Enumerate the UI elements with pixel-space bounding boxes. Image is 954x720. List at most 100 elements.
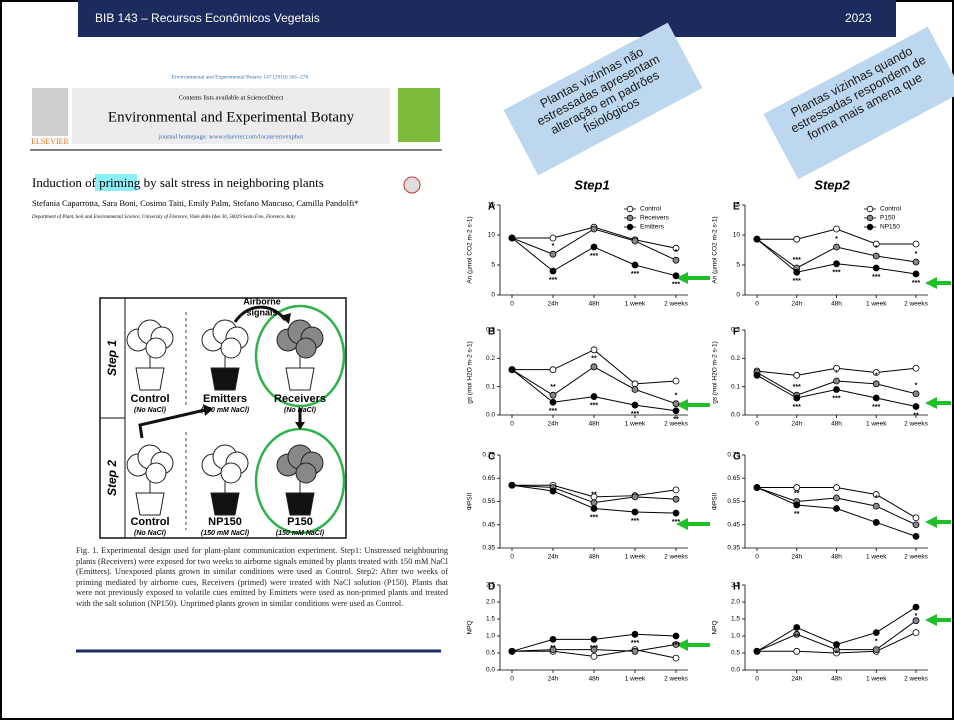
data-point bbox=[673, 401, 679, 407]
data-point bbox=[673, 487, 679, 493]
x-tick-label: 24h bbox=[548, 421, 559, 428]
data-point bbox=[673, 510, 679, 516]
group-name: NP150 bbox=[208, 516, 242, 528]
group-note: (150 mM NaCl) bbox=[201, 530, 250, 537]
significance: * bbox=[875, 495, 878, 502]
x-tick-label: 2 weeks bbox=[904, 421, 929, 428]
plant-icon bbox=[277, 320, 323, 370]
data-point bbox=[794, 648, 800, 654]
pot bbox=[211, 368, 239, 390]
data-point bbox=[673, 257, 679, 263]
data-point bbox=[913, 271, 919, 277]
x-tick-label: 1 week bbox=[866, 676, 887, 683]
significance: *** bbox=[672, 282, 680, 289]
green-arrow bbox=[925, 277, 951, 289]
y-tick-label: 5 bbox=[491, 262, 495, 269]
y-tick-label: 0.0 bbox=[731, 412, 740, 419]
journal-cover bbox=[398, 88, 440, 142]
data-point bbox=[794, 502, 800, 508]
journal-ref: Environmental and Experimental Botany 14… bbox=[172, 73, 309, 80]
x-tick-label: 0 bbox=[755, 676, 759, 683]
data-point bbox=[591, 653, 597, 659]
y-tick-label: 0.75 bbox=[727, 452, 740, 459]
y-tick-label: 0.1 bbox=[731, 383, 740, 390]
group-name: Control bbox=[130, 516, 169, 528]
publisher: ELSEVIER bbox=[31, 137, 69, 146]
data-point bbox=[913, 391, 919, 397]
title-part: Induction of bbox=[32, 175, 99, 190]
pot bbox=[286, 493, 314, 515]
data-point bbox=[873, 630, 879, 636]
y-tick-label: 1.0 bbox=[731, 633, 740, 640]
significance: *** bbox=[590, 402, 598, 409]
significance: *** bbox=[793, 257, 801, 264]
y-tick-label: 0.2 bbox=[486, 355, 495, 362]
x-tick-label: 2 weeks bbox=[664, 554, 689, 561]
data-point bbox=[550, 488, 556, 494]
data-point bbox=[834, 642, 840, 648]
course-title: BIB 143 – Recursos Econômicos Vegetais bbox=[95, 11, 320, 25]
group-note: (150 mM NaCl) bbox=[201, 407, 250, 414]
significance: * bbox=[835, 650, 838, 657]
data-point bbox=[913, 241, 919, 247]
data-point bbox=[913, 522, 919, 528]
y-tick-label: 0.0 bbox=[486, 412, 495, 419]
significance: *** bbox=[549, 408, 557, 415]
data-point bbox=[913, 533, 919, 539]
data-point bbox=[673, 408, 679, 414]
x-tick-label: 24h bbox=[548, 676, 559, 683]
significance: *** bbox=[872, 274, 880, 281]
significance: * bbox=[675, 393, 678, 400]
data-point bbox=[591, 244, 597, 250]
data-point bbox=[632, 381, 638, 387]
significance: ** bbox=[550, 384, 556, 391]
data-point bbox=[873, 265, 879, 271]
significance: *** bbox=[793, 404, 801, 411]
y-axis-label: ΦPSII bbox=[712, 493, 719, 511]
x-tick-label: 1 week bbox=[866, 554, 887, 561]
x-tick-label: 24h bbox=[548, 301, 559, 308]
significance: ** bbox=[794, 511, 800, 518]
charts: AAn (µmol CO2 m-2 s-1)051015024h48h1 wee… bbox=[467, 202, 929, 683]
x-tick-label: 0 bbox=[510, 554, 514, 561]
significance: * bbox=[875, 373, 878, 380]
data-point bbox=[550, 268, 556, 274]
y-tick-label: 2.5 bbox=[486, 582, 495, 589]
x-tick-label: 1 week bbox=[866, 301, 887, 308]
y-tick-label: 0.55 bbox=[727, 498, 740, 505]
green-arrow bbox=[925, 516, 951, 528]
data-point bbox=[794, 372, 800, 378]
x-tick-label: 24h bbox=[791, 421, 802, 428]
group-name: Receivers bbox=[274, 393, 326, 405]
significance: *** bbox=[793, 384, 801, 391]
step-title: Step2 bbox=[814, 177, 850, 192]
data-point bbox=[754, 485, 760, 491]
transfer-arrow bbox=[140, 410, 205, 438]
plant-icon bbox=[277, 445, 323, 495]
green-arrow bbox=[676, 272, 710, 284]
pot bbox=[211, 493, 239, 515]
significance: *** bbox=[590, 645, 598, 652]
data-point bbox=[632, 402, 638, 408]
x-tick-label: 2 weeks bbox=[664, 676, 689, 683]
x-tick-label: 1 week bbox=[625, 301, 646, 308]
airborne-label: Airborne bbox=[243, 296, 281, 306]
y-tick-label: 15 bbox=[488, 202, 496, 209]
data-point bbox=[550, 636, 556, 642]
significance: *** bbox=[832, 395, 840, 402]
title-part: by salt stress in neighboring plants bbox=[140, 175, 323, 190]
x-tick-label: 2 weeks bbox=[664, 301, 689, 308]
x-tick-label: 24h bbox=[791, 676, 802, 683]
airborne-label: signals bbox=[246, 307, 277, 317]
data-point bbox=[591, 347, 597, 353]
significance: *** bbox=[793, 278, 801, 285]
data-point bbox=[754, 236, 760, 242]
pot bbox=[136, 493, 164, 515]
data-point bbox=[673, 496, 679, 502]
group-name: Control bbox=[130, 393, 169, 405]
plant-icon bbox=[127, 320, 173, 370]
journal-name: Environmental and Experimental Botany bbox=[108, 109, 355, 125]
x-tick-label: 24h bbox=[791, 301, 802, 308]
green-arrow bbox=[925, 397, 951, 409]
data-point bbox=[794, 269, 800, 275]
